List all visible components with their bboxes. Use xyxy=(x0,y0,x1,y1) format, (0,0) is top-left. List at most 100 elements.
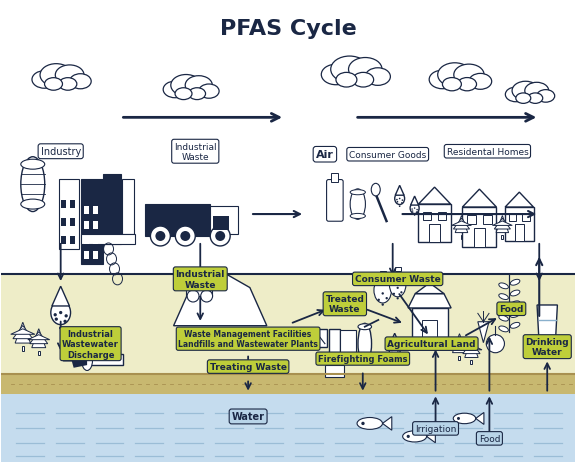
Bar xyxy=(1,0,575,274)
Polygon shape xyxy=(452,221,471,226)
Circle shape xyxy=(215,232,225,241)
Polygon shape xyxy=(30,332,48,344)
Ellipse shape xyxy=(358,358,372,364)
Bar xyxy=(123,180,134,234)
Bar xyxy=(463,207,497,248)
Text: Food: Food xyxy=(499,305,524,313)
Bar xyxy=(522,214,530,222)
Circle shape xyxy=(377,299,380,301)
Ellipse shape xyxy=(185,76,213,95)
Circle shape xyxy=(391,352,393,354)
Ellipse shape xyxy=(374,278,392,303)
Bar xyxy=(70,219,75,226)
Ellipse shape xyxy=(512,82,539,101)
Polygon shape xyxy=(537,305,558,353)
Polygon shape xyxy=(453,334,467,353)
Bar xyxy=(422,320,437,340)
Ellipse shape xyxy=(32,71,57,89)
Polygon shape xyxy=(450,337,468,349)
Ellipse shape xyxy=(348,58,382,82)
Circle shape xyxy=(397,201,398,203)
Ellipse shape xyxy=(510,323,520,329)
Ellipse shape xyxy=(469,74,492,90)
Circle shape xyxy=(187,290,199,302)
Polygon shape xyxy=(13,326,33,339)
Polygon shape xyxy=(418,188,450,205)
Circle shape xyxy=(407,435,410,438)
Bar xyxy=(1,374,575,394)
Ellipse shape xyxy=(457,78,476,92)
Bar xyxy=(93,206,97,214)
Bar xyxy=(84,237,89,244)
Bar xyxy=(210,206,238,234)
Polygon shape xyxy=(476,413,484,425)
Text: Consumer Waste: Consumer Waste xyxy=(355,275,441,284)
Polygon shape xyxy=(427,430,435,443)
Circle shape xyxy=(394,357,396,359)
Polygon shape xyxy=(408,294,451,308)
Circle shape xyxy=(381,304,384,306)
Ellipse shape xyxy=(358,324,372,330)
Polygon shape xyxy=(415,283,444,294)
Ellipse shape xyxy=(499,305,509,311)
Polygon shape xyxy=(494,219,510,230)
Circle shape xyxy=(59,326,62,330)
Polygon shape xyxy=(463,343,480,354)
Ellipse shape xyxy=(510,280,520,286)
Text: Industrial
Wastewater
Discharge: Industrial Wastewater Discharge xyxy=(62,329,119,359)
Bar xyxy=(81,234,135,244)
Bar xyxy=(93,237,97,244)
Circle shape xyxy=(393,293,395,295)
Bar xyxy=(412,308,448,340)
Bar xyxy=(474,228,485,248)
Ellipse shape xyxy=(40,64,73,87)
Ellipse shape xyxy=(372,184,380,196)
Ellipse shape xyxy=(350,190,365,195)
Ellipse shape xyxy=(357,418,382,429)
Bar xyxy=(502,236,503,239)
Polygon shape xyxy=(395,186,404,196)
Polygon shape xyxy=(52,287,70,307)
Ellipse shape xyxy=(21,160,45,170)
Circle shape xyxy=(414,215,415,216)
Ellipse shape xyxy=(438,63,472,88)
Circle shape xyxy=(412,211,414,213)
Circle shape xyxy=(414,208,415,209)
Ellipse shape xyxy=(505,88,526,102)
Bar xyxy=(84,206,89,214)
Circle shape xyxy=(391,350,392,351)
Ellipse shape xyxy=(510,312,520,318)
Circle shape xyxy=(399,206,400,207)
Circle shape xyxy=(63,320,67,323)
Circle shape xyxy=(396,200,398,201)
Ellipse shape xyxy=(336,73,357,88)
Circle shape xyxy=(175,226,195,246)
Text: Food: Food xyxy=(479,434,500,443)
Bar xyxy=(70,200,75,209)
Ellipse shape xyxy=(44,79,62,91)
Bar xyxy=(331,173,339,182)
Bar xyxy=(1,394,575,463)
Circle shape xyxy=(396,353,398,355)
Polygon shape xyxy=(389,333,400,345)
Ellipse shape xyxy=(528,94,543,104)
Text: Air: Air xyxy=(316,150,334,160)
Circle shape xyxy=(361,422,365,425)
Circle shape xyxy=(54,313,57,317)
Ellipse shape xyxy=(188,88,206,100)
Ellipse shape xyxy=(175,88,192,100)
Polygon shape xyxy=(15,323,31,344)
Circle shape xyxy=(401,200,403,201)
Polygon shape xyxy=(453,219,469,230)
Polygon shape xyxy=(69,352,87,368)
Ellipse shape xyxy=(453,413,476,424)
Ellipse shape xyxy=(21,200,45,210)
Bar xyxy=(81,180,103,264)
Bar xyxy=(509,214,516,222)
Bar xyxy=(395,267,401,272)
Bar xyxy=(60,237,66,244)
Ellipse shape xyxy=(82,351,93,371)
Text: Agricultural Land: Agricultural Land xyxy=(387,339,476,349)
Text: Drinking
Water: Drinking Water xyxy=(525,337,569,357)
Circle shape xyxy=(416,209,418,211)
